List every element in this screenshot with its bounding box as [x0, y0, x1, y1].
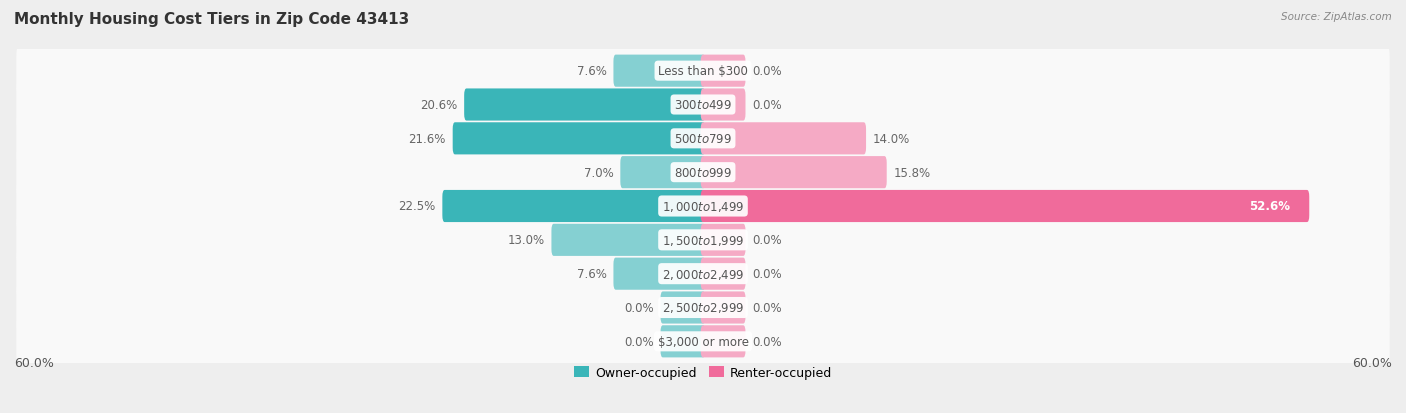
Text: $500 to $799: $500 to $799	[673, 133, 733, 145]
FancyBboxPatch shape	[700, 123, 866, 155]
FancyBboxPatch shape	[17, 246, 1389, 302]
FancyBboxPatch shape	[700, 190, 1309, 223]
Legend: Owner-occupied, Renter-occupied: Owner-occupied, Renter-occupied	[568, 361, 838, 384]
FancyBboxPatch shape	[551, 224, 706, 256]
Text: 0.0%: 0.0%	[752, 65, 782, 78]
Text: $3,000 or more: $3,000 or more	[658, 335, 748, 348]
Text: $1,000 to $1,499: $1,000 to $1,499	[662, 199, 744, 214]
FancyBboxPatch shape	[700, 157, 887, 189]
FancyBboxPatch shape	[661, 292, 706, 324]
FancyBboxPatch shape	[661, 325, 706, 358]
Text: 0.0%: 0.0%	[752, 335, 782, 348]
FancyBboxPatch shape	[613, 55, 706, 88]
Text: 0.0%: 0.0%	[624, 335, 654, 348]
FancyBboxPatch shape	[17, 212, 1389, 268]
Text: 0.0%: 0.0%	[752, 301, 782, 314]
FancyBboxPatch shape	[17, 111, 1389, 167]
Text: 7.6%: 7.6%	[576, 268, 606, 280]
Text: 22.5%: 22.5%	[398, 200, 436, 213]
Text: 14.0%: 14.0%	[873, 133, 910, 145]
FancyBboxPatch shape	[17, 145, 1389, 201]
Text: 0.0%: 0.0%	[752, 268, 782, 280]
FancyBboxPatch shape	[700, 89, 745, 121]
Text: 60.0%: 60.0%	[1353, 356, 1392, 369]
FancyBboxPatch shape	[17, 77, 1389, 133]
Text: 15.8%: 15.8%	[894, 166, 931, 179]
Text: Less than $300: Less than $300	[658, 65, 748, 78]
Text: 0.0%: 0.0%	[752, 99, 782, 112]
Text: $2,000 to $2,499: $2,000 to $2,499	[662, 267, 744, 281]
Text: 0.0%: 0.0%	[624, 301, 654, 314]
FancyBboxPatch shape	[700, 325, 745, 358]
FancyBboxPatch shape	[613, 258, 706, 290]
Text: 7.0%: 7.0%	[583, 166, 613, 179]
Text: Monthly Housing Cost Tiers in Zip Code 43413: Monthly Housing Cost Tiers in Zip Code 4…	[14, 12, 409, 27]
Text: 21.6%: 21.6%	[408, 133, 446, 145]
Text: $300 to $499: $300 to $499	[673, 99, 733, 112]
FancyBboxPatch shape	[17, 43, 1389, 100]
FancyBboxPatch shape	[443, 190, 706, 223]
FancyBboxPatch shape	[17, 178, 1389, 235]
Text: Source: ZipAtlas.com: Source: ZipAtlas.com	[1281, 12, 1392, 22]
FancyBboxPatch shape	[453, 123, 706, 155]
FancyBboxPatch shape	[620, 157, 706, 189]
Text: $1,500 to $1,999: $1,500 to $1,999	[662, 233, 744, 247]
Text: 0.0%: 0.0%	[752, 234, 782, 247]
FancyBboxPatch shape	[700, 292, 745, 324]
FancyBboxPatch shape	[700, 258, 745, 290]
FancyBboxPatch shape	[17, 313, 1389, 370]
Text: 20.6%: 20.6%	[420, 99, 457, 112]
Text: 60.0%: 60.0%	[14, 356, 53, 369]
FancyBboxPatch shape	[464, 89, 706, 121]
Text: 52.6%: 52.6%	[1249, 200, 1289, 213]
Text: 7.6%: 7.6%	[576, 65, 606, 78]
FancyBboxPatch shape	[700, 55, 745, 88]
FancyBboxPatch shape	[700, 224, 745, 256]
FancyBboxPatch shape	[17, 280, 1389, 336]
Text: $800 to $999: $800 to $999	[673, 166, 733, 179]
Text: 13.0%: 13.0%	[508, 234, 544, 247]
Text: $2,500 to $2,999: $2,500 to $2,999	[662, 301, 744, 315]
